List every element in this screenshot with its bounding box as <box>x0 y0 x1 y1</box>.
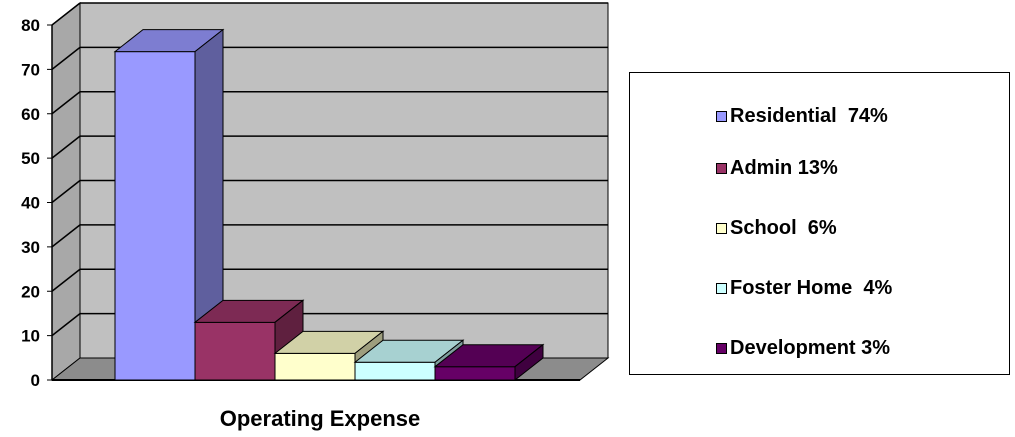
legend-label-foster-home: Foster Home 4% <box>730 276 893 299</box>
legend-item-admin: Admin 13% <box>716 156 838 180</box>
gridline-side <box>51 2 81 26</box>
legend-label-school: School 6% <box>730 216 837 239</box>
gridline-side <box>51 46 81 70</box>
legend-label-residential: Residential 74% <box>730 104 888 127</box>
y-tick-label: 80 <box>21 16 40 35</box>
gridline-side <box>51 135 81 159</box>
legend-swatch-admin <box>716 162 727 174</box>
y-tick-label: 40 <box>21 194 40 213</box>
bar-front-development <box>434 366 516 381</box>
bar-development <box>433 343 545 382</box>
bar-residential <box>113 28 225 382</box>
legend-swatch-school <box>716 222 727 234</box>
y-tick-label: 70 <box>21 60 40 79</box>
gridline-side <box>51 91 81 115</box>
gridline-side <box>51 313 81 337</box>
legend-label-development: Development 3% <box>730 336 891 359</box>
legend-item-school: School 6% <box>716 216 837 240</box>
gridline-side <box>51 179 81 204</box>
legend-item-residential: Residential 74% <box>716 104 888 128</box>
bar-foster-home <box>353 339 465 382</box>
legend-item-foster-home: Foster Home 4% <box>716 276 892 300</box>
legend-swatch-foster-home <box>716 282 727 294</box>
legend: Residential 74% Admin 13% School 6% Fost… <box>629 72 1010 375</box>
bar-front-residential <box>114 51 196 381</box>
bar-front-foster-home <box>354 361 436 381</box>
bars <box>113 28 545 382</box>
y-tick-label: 10 <box>21 327 40 346</box>
y-tick-label: 0 <box>31 371 40 390</box>
x-axis-label: Operating Expense <box>219 406 421 431</box>
bar-side-development <box>514 343 544 382</box>
y-tick-label: 60 <box>21 105 40 124</box>
y-tick-label: 30 <box>21 238 40 257</box>
legend-swatch-development <box>716 342 727 354</box>
bar-chart: 0 10 20 30 40 50 60 70 80 <box>21 1 610 390</box>
bar-front-school <box>274 352 356 381</box>
bar-front-admin <box>194 321 276 381</box>
legend-item-development: Development 3% <box>716 336 890 360</box>
y-tick-label: 50 <box>21 149 40 168</box>
gridline-side <box>51 224 81 248</box>
legend-label-admin: Admin 13% <box>730 156 838 179</box>
y-tick-label: 20 <box>21 282 40 301</box>
legend-swatch-residential <box>716 110 727 122</box>
gridline-side <box>51 268 81 292</box>
